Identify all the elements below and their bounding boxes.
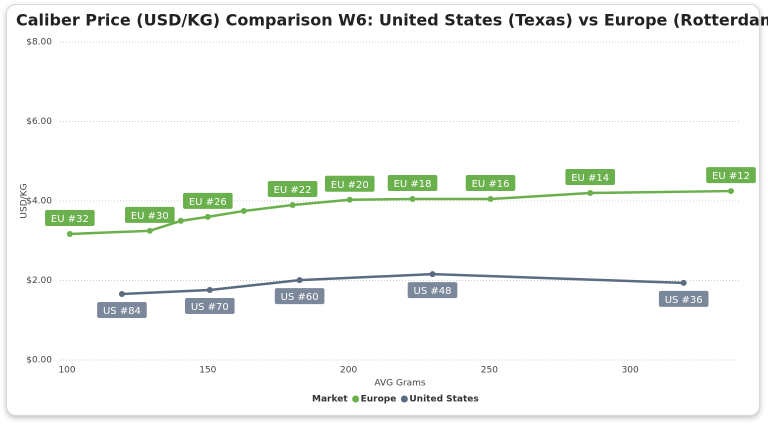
point — [146, 227, 153, 234]
point — [204, 213, 211, 220]
chart-title: Caliber Price (USD/KG) Comparison W6: Un… — [16, 11, 768, 30]
point-label: EU #30 — [131, 211, 169, 222]
point-label-box — [125, 206, 175, 223]
legend-title: Market — [312, 395, 348, 405]
point — [346, 196, 353, 203]
y-tick-label: $0.00 — [26, 356, 52, 366]
point-label: EU #14 — [571, 173, 609, 184]
point — [66, 230, 73, 237]
point-label: US #36 — [665, 295, 703, 306]
point-label: US #84 — [103, 306, 141, 317]
x-tick-label: 250 — [481, 366, 498, 376]
legend-label: Europe — [361, 395, 397, 405]
x-tick-label: 150 — [199, 366, 216, 376]
point — [680, 279, 687, 286]
point-label-box — [183, 192, 233, 209]
point — [240, 207, 247, 214]
point-label-box — [565, 169, 616, 186]
point-label-box — [658, 290, 709, 307]
point — [409, 196, 416, 203]
point — [587, 190, 594, 197]
point-label-box — [267, 180, 318, 197]
y-axis-title: USD/KG — [20, 183, 30, 218]
y-tick-label: $8.00 — [26, 38, 52, 48]
point-label-box — [465, 175, 516, 192]
point-label: EU #16 — [472, 179, 510, 190]
point-label: EU #26 — [189, 197, 227, 208]
x-tick-label: 200 — [340, 366, 357, 376]
y-tick-label: $6.00 — [26, 117, 52, 127]
point-label-box — [274, 288, 325, 305]
point — [177, 217, 184, 224]
point-label-box — [387, 175, 438, 192]
y-tick-label: $2.00 — [26, 276, 52, 286]
point-label-box — [184, 298, 235, 315]
legend-swatch — [352, 395, 360, 403]
point-label: EU #18 — [394, 179, 432, 190]
point-label-box — [324, 175, 375, 192]
point — [118, 291, 125, 298]
point-label: US #48 — [414, 286, 452, 297]
point-label-box — [706, 167, 756, 184]
point — [289, 201, 296, 208]
x-tick-label: 100 — [58, 366, 75, 376]
y-tick-label: $4.00 — [26, 197, 52, 207]
point-label: EU #32 — [51, 214, 89, 225]
x-tick-label: 300 — [622, 366, 639, 376]
point-label-box — [407, 282, 458, 299]
point-label: EU #12 — [712, 171, 750, 182]
point — [487, 196, 494, 203]
point-label: EU #20 — [331, 180, 369, 191]
point — [727, 188, 734, 195]
x-axis-title: AVG Grams — [374, 379, 426, 389]
point-label-box — [45, 209, 95, 226]
point — [429, 271, 436, 278]
point-label: US #60 — [281, 292, 319, 303]
series-line — [121, 272, 684, 296]
point — [206, 287, 213, 294]
point-label-box — [97, 302, 147, 319]
point-label: US #70 — [191, 302, 229, 313]
point — [296, 277, 303, 284]
legend-label: United States — [409, 395, 478, 405]
legend-swatch — [400, 395, 408, 403]
point-label: EU #22 — [274, 185, 312, 196]
